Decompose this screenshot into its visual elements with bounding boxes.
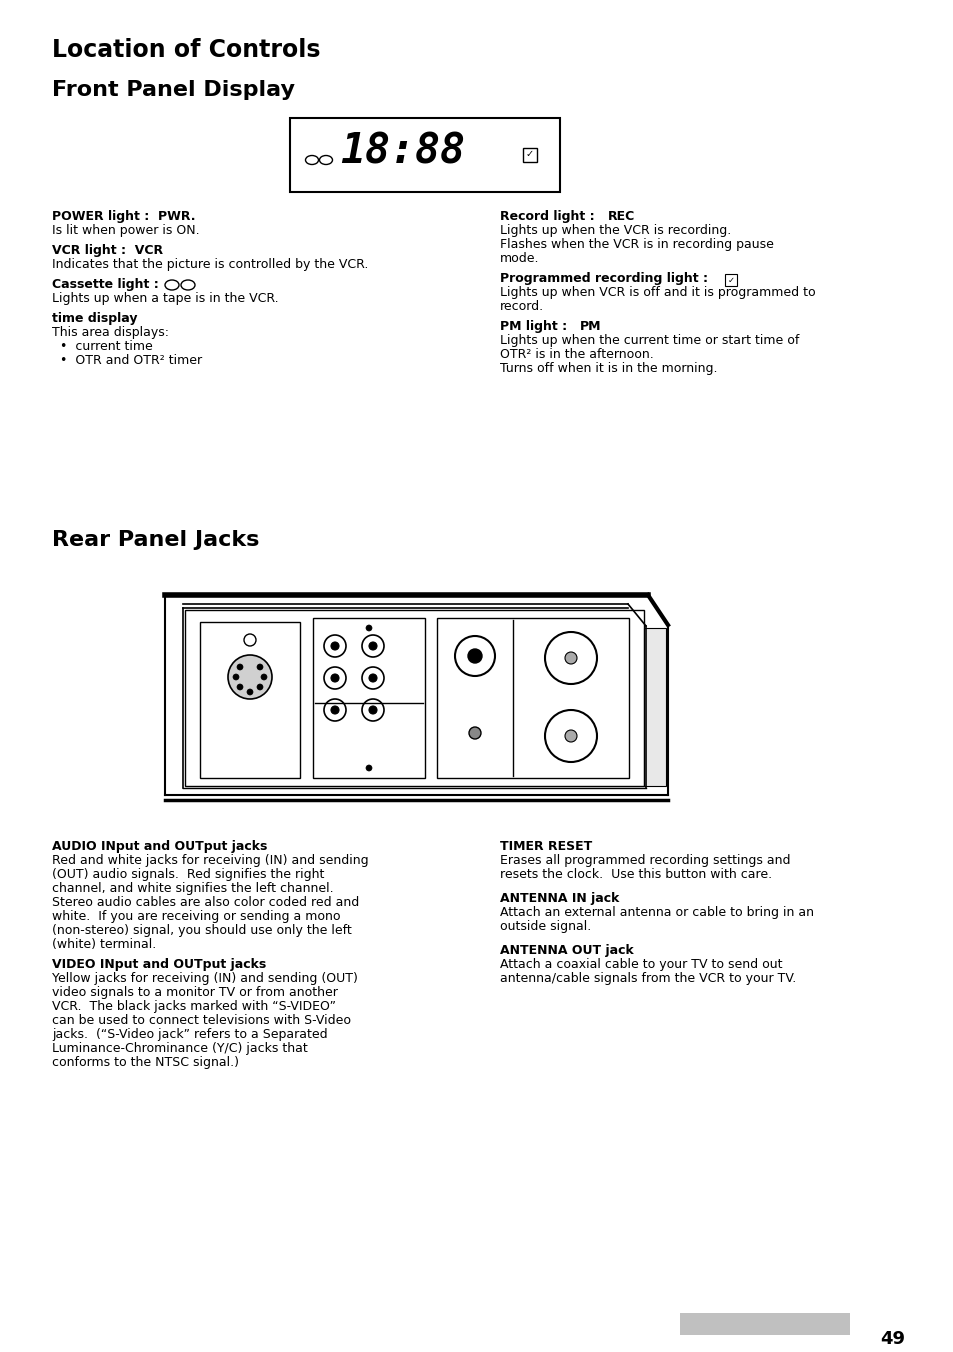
Circle shape xyxy=(233,675,239,680)
Circle shape xyxy=(236,684,243,690)
Text: 49: 49 xyxy=(879,1330,904,1348)
Text: •  OTR and OTR² timer: • OTR and OTR² timer xyxy=(60,354,202,366)
Text: (OUT) audio signals.  Red signifies the right: (OUT) audio signals. Red signifies the r… xyxy=(52,868,324,882)
Ellipse shape xyxy=(181,280,194,289)
Bar xyxy=(724,274,737,287)
Circle shape xyxy=(544,710,597,763)
Bar xyxy=(436,618,628,777)
Circle shape xyxy=(564,730,577,742)
Text: Stereo audio cables are also color coded red and: Stereo audio cables are also color coded… xyxy=(52,896,359,909)
Text: record.: record. xyxy=(499,300,543,314)
Text: VCR.  The black jacks marked with “S-VIDEO”: VCR. The black jacks marked with “S-VIDE… xyxy=(52,1000,335,1013)
Text: REC: REC xyxy=(607,210,635,223)
Circle shape xyxy=(247,690,253,695)
Text: ANTENNA OUT jack: ANTENNA OUT jack xyxy=(499,944,633,957)
Text: •  current time: • current time xyxy=(60,339,152,353)
Text: This area displays:: This area displays: xyxy=(52,326,169,339)
Circle shape xyxy=(331,706,338,714)
Text: white.  If you are receiving or sending a mono: white. If you are receiving or sending a… xyxy=(52,910,340,923)
Ellipse shape xyxy=(165,280,179,289)
Text: Lights up when VCR is off and it is programmed to: Lights up when VCR is off and it is prog… xyxy=(499,287,815,299)
Circle shape xyxy=(564,652,577,664)
Text: Erases all programmed recording settings and: Erases all programmed recording settings… xyxy=(499,854,790,867)
Circle shape xyxy=(256,684,263,690)
Text: Location of Controls: Location of Controls xyxy=(52,38,320,62)
Text: Is lit when power is ON.: Is lit when power is ON. xyxy=(52,224,199,237)
Circle shape xyxy=(324,699,346,721)
Circle shape xyxy=(544,631,597,684)
Circle shape xyxy=(244,634,255,646)
Text: antenna/cable signals from the VCR to your TV.: antenna/cable signals from the VCR to yo… xyxy=(499,972,796,986)
Text: ✓: ✓ xyxy=(525,149,534,160)
Circle shape xyxy=(366,765,372,771)
Text: Lights up when a tape is in the VCR.: Lights up when a tape is in the VCR. xyxy=(52,292,278,306)
Text: Lights up when the VCR is recording.: Lights up when the VCR is recording. xyxy=(499,224,731,237)
Text: Yellow jacks for receiving (IN) and sending (OUT): Yellow jacks for receiving (IN) and send… xyxy=(52,972,357,986)
Text: Attach an external antenna or cable to bring in an: Attach an external antenna or cable to b… xyxy=(499,906,813,919)
Circle shape xyxy=(236,664,243,671)
Text: VIDEO INput and OUTput jacks: VIDEO INput and OUTput jacks xyxy=(52,959,266,971)
Circle shape xyxy=(369,706,376,714)
Text: resets the clock.  Use this button with care.: resets the clock. Use this button with c… xyxy=(499,868,771,882)
Text: Turns off when it is in the morning.: Turns off when it is in the morning. xyxy=(499,362,717,375)
Text: Attach a coaxial cable to your TV to send out: Attach a coaxial cable to your TV to sen… xyxy=(499,959,781,971)
Circle shape xyxy=(324,635,346,657)
Text: Programmed recording light :: Programmed recording light : xyxy=(499,272,716,285)
Text: video signals to a monitor TV or from another: video signals to a monitor TV or from an… xyxy=(52,986,337,999)
Circle shape xyxy=(361,667,384,690)
Bar xyxy=(522,147,537,162)
Text: OTR² is in the afternoon.: OTR² is in the afternoon. xyxy=(499,347,653,361)
Bar xyxy=(290,118,559,192)
Text: 18:88: 18:88 xyxy=(339,131,464,173)
Bar xyxy=(679,1313,849,1334)
Circle shape xyxy=(256,664,263,671)
Text: Front Panel Display: Front Panel Display xyxy=(52,80,294,100)
Text: POWER light :  PWR.: POWER light : PWR. xyxy=(52,210,195,223)
Text: conforms to the NTSC signal.): conforms to the NTSC signal.) xyxy=(52,1056,239,1069)
Text: Record light :: Record light : xyxy=(499,210,602,223)
Text: time display: time display xyxy=(52,312,137,324)
Text: Red and white jacks for receiving (IN) and sending: Red and white jacks for receiving (IN) a… xyxy=(52,854,368,867)
Text: PM: PM xyxy=(579,320,601,333)
Text: (white) terminal.: (white) terminal. xyxy=(52,938,156,950)
Bar xyxy=(185,610,643,786)
Circle shape xyxy=(468,649,481,662)
Text: outside signal.: outside signal. xyxy=(499,919,591,933)
Text: Rear Panel Jacks: Rear Panel Jacks xyxy=(52,530,259,550)
Text: can be used to connect televisions with S-Video: can be used to connect televisions with … xyxy=(52,1014,351,1028)
Circle shape xyxy=(369,675,376,681)
Text: Flashes when the VCR is in recording pause: Flashes when the VCR is in recording pau… xyxy=(499,238,773,251)
Circle shape xyxy=(369,642,376,650)
Text: Indicates that the picture is controlled by the VCR.: Indicates that the picture is controlled… xyxy=(52,258,368,270)
Bar xyxy=(200,622,299,777)
Text: Lights up when the current time or start time of: Lights up when the current time or start… xyxy=(499,334,799,347)
Text: Cassette light :: Cassette light : xyxy=(52,279,168,291)
Circle shape xyxy=(331,675,338,681)
Text: PM light :: PM light : xyxy=(499,320,576,333)
Ellipse shape xyxy=(319,155,333,165)
Text: Luminance-Chrominance (Y/C) jacks that: Luminance-Chrominance (Y/C) jacks that xyxy=(52,1042,308,1055)
Text: AUDIO INput and OUTput jacks: AUDIO INput and OUTput jacks xyxy=(52,840,267,853)
Circle shape xyxy=(324,667,346,690)
Text: TIMER RESET: TIMER RESET xyxy=(499,840,592,853)
Text: jacks.  (“S-Video jack” refers to a Separated: jacks. (“S-Video jack” refers to a Separ… xyxy=(52,1028,327,1041)
Circle shape xyxy=(228,654,272,699)
Text: mode.: mode. xyxy=(499,251,539,265)
Circle shape xyxy=(361,699,384,721)
Circle shape xyxy=(331,642,338,650)
Text: VCR light :  VCR: VCR light : VCR xyxy=(52,243,163,257)
Circle shape xyxy=(261,675,267,680)
Circle shape xyxy=(469,727,480,740)
Text: (non-stereo) signal, you should use only the left: (non-stereo) signal, you should use only… xyxy=(52,923,352,937)
Bar xyxy=(313,618,424,777)
Text: ANTENNA IN jack: ANTENNA IN jack xyxy=(499,892,618,904)
Circle shape xyxy=(361,635,384,657)
Text: channel, and white signifies the left channel.: channel, and white signifies the left ch… xyxy=(52,882,334,895)
Text: ✓: ✓ xyxy=(727,276,734,284)
Bar xyxy=(643,627,665,786)
Ellipse shape xyxy=(305,155,318,165)
Circle shape xyxy=(455,635,495,676)
Circle shape xyxy=(366,625,372,631)
